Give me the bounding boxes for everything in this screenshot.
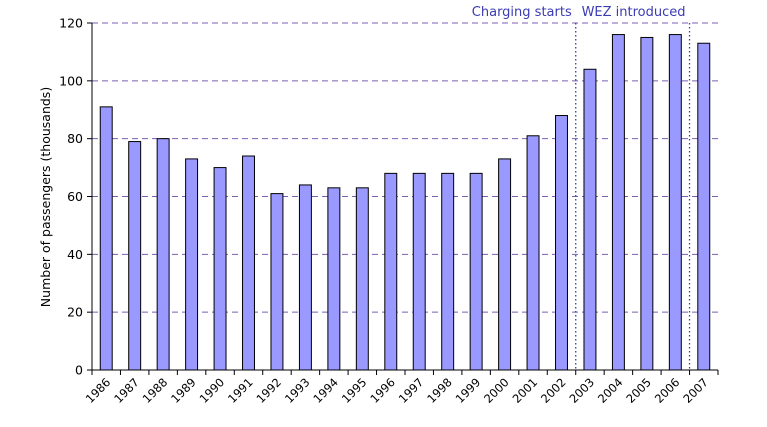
x-tick-label: 1999 — [453, 375, 484, 406]
annotation-label-bg — [578, 2, 689, 20]
bar-1994 — [327, 187, 341, 371]
bar-1999 — [469, 172, 483, 371]
annotation-label-bg — [468, 2, 575, 20]
annotation-label: Charging starts — [472, 5, 572, 20]
x-tick-label: 1986 — [83, 375, 114, 406]
y-tick-label: 0 — [75, 363, 83, 378]
y-tick-labels: 0 20 40 60 80 100 120 — [59, 16, 92, 378]
bar-2007 — [697, 42, 711, 371]
bar-2003 — [583, 68, 597, 371]
x-tick-label: 2000 — [481, 375, 512, 406]
x-tick-labels: 1986198719881989199019911992199319941995… — [83, 370, 719, 406]
bar-1990 — [213, 167, 227, 371]
x-tick-label: 2001 — [510, 375, 541, 406]
x-tick-label: 2006 — [652, 375, 683, 406]
bar-1992 — [270, 193, 284, 371]
bar-2002 — [555, 115, 568, 371]
x-tick-label: 1989 — [168, 375, 199, 406]
annotation-label: WEZ introduced — [582, 5, 686, 20]
bar-1995 — [355, 187, 369, 371]
annotation-lines — [575, 23, 691, 370]
bar-1991 — [242, 155, 255, 371]
x-tick-label: 1996 — [367, 375, 398, 406]
x-tick-label: 1993 — [282, 375, 313, 406]
y-tick-label: 40 — [67, 247, 83, 262]
y-tick-label: 60 — [67, 189, 83, 204]
y-tick-label: 80 — [67, 131, 83, 146]
bar-2004 — [611, 34, 625, 371]
x-tick-label: 1988 — [140, 375, 171, 406]
x-tick-label: 2004 — [595, 375, 626, 406]
x-tick-label: 2007 — [680, 375, 711, 406]
bar-1987 — [128, 141, 142, 371]
x-tick-label: 1987 — [111, 375, 142, 406]
bar-1997 — [412, 172, 426, 371]
bar-1993 — [298, 184, 312, 371]
bar-1986 — [99, 106, 113, 371]
bar-2001 — [526, 135, 540, 371]
x-tick-label: 1998 — [424, 375, 455, 406]
bar-1988 — [156, 138, 170, 371]
annotation-labels: Charging starts WEZ introduced — [468, 2, 689, 20]
x-tick-label: 1992 — [253, 375, 284, 406]
bar-1996 — [384, 172, 398, 371]
x-tick-label: 2005 — [623, 375, 654, 406]
x-tick-label: 1995 — [339, 375, 370, 406]
bar-2000 — [498, 158, 512, 371]
x-tick-label: 2002 — [538, 375, 569, 406]
bar-1989 — [185, 158, 199, 371]
x-tick-label: 1990 — [197, 375, 228, 406]
y-axis-label: Number of passengers (thousands) — [38, 87, 53, 307]
x-tick-label: 1991 — [225, 375, 256, 406]
bars — [99, 34, 711, 371]
bar-2006 — [668, 34, 682, 371]
y-tick-label: 100 — [59, 73, 83, 88]
x-tick-label: 1994 — [310, 375, 341, 406]
bar-1998 — [441, 172, 455, 371]
x-tick-label: 1997 — [396, 375, 427, 406]
y-tick-label: 20 — [67, 305, 83, 320]
bar-2005 — [640, 36, 654, 371]
y-tick-label: 120 — [59, 16, 83, 31]
x-tick-label: 2003 — [566, 375, 597, 406]
